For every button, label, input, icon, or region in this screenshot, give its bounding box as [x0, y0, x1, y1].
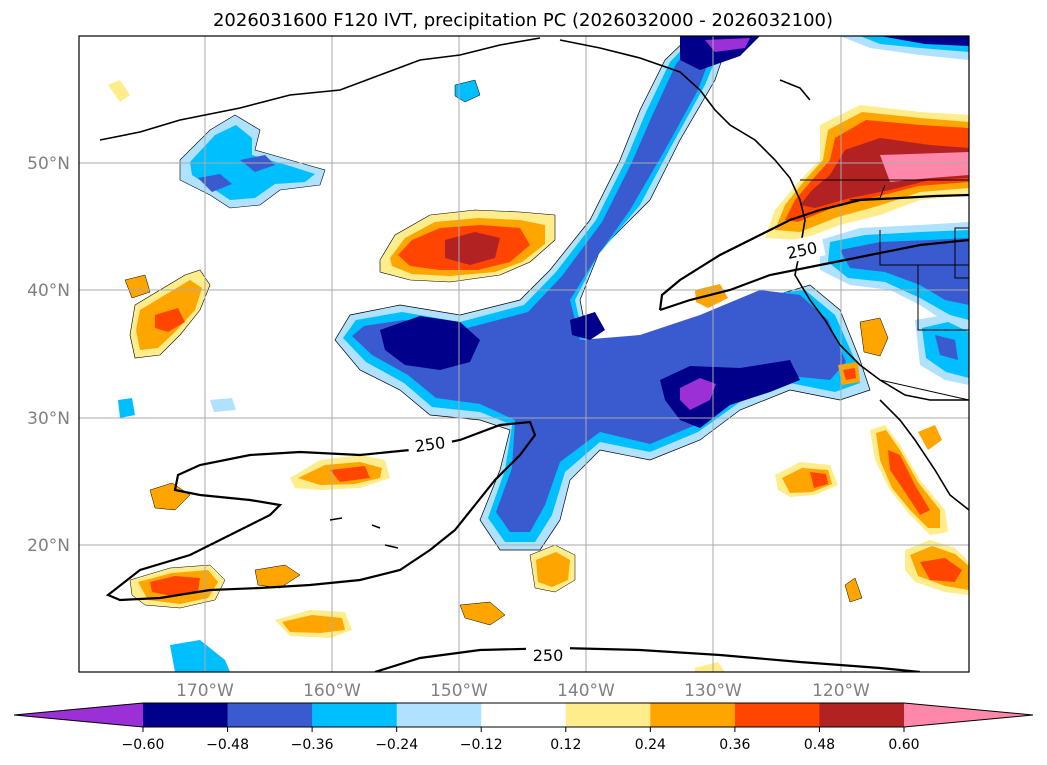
colorbar-tick-label: 0.24 [635, 737, 666, 753]
colorbar-tick-label: 0.48 [804, 737, 835, 753]
positive-anomaly-northeast [765, 105, 969, 240]
map-title: 2026031600 F120 IVT, precipitation PC (2… [213, 10, 833, 31]
longitude-labels: 170°W 160°W 150°W 140°W 130°W 120°W [176, 681, 870, 701]
positive-anomaly-west [108, 80, 211, 359]
colorbar-segment [481, 703, 567, 727]
ivt-contour-central [105, 420, 537, 602]
lon-label-160w: 160°W [303, 681, 361, 701]
negative-anomaly-main-band [334, 36, 871, 551]
colorbar-arrow-low [14, 703, 143, 727]
colorbar-tick-label: −0.60 [122, 737, 165, 753]
coastlines [99, 37, 969, 549]
colorbar-segment [143, 703, 229, 727]
negative-anomaly-south [118, 398, 236, 672]
colorbar-tick-label: 0.12 [550, 737, 581, 753]
colorbar-arrow-high [904, 703, 1033, 727]
colorbar-tick-label: −0.48 [206, 737, 249, 753]
lon-label-140w: 140°W [557, 681, 615, 701]
map-frame [78, 35, 970, 673]
lon-label-120w: 120°W [812, 681, 870, 701]
colorbar-segment [227, 703, 313, 727]
colorbar-tick-label: −0.24 [375, 737, 418, 753]
colorbar-segment [396, 703, 482, 727]
latitude-labels: 50°N 40°N 30°N 20°N [27, 154, 70, 556]
map-gridlines [79, 36, 969, 672]
lon-label-170w: 170°W [176, 681, 234, 701]
colorbar-segment [650, 703, 736, 727]
colorbar-tick-label: 0.60 [888, 737, 919, 753]
ivt-250-contours [105, 193, 969, 672]
lon-label-130w: 130°W [684, 681, 742, 701]
colorbar-segment [312, 703, 398, 727]
colorbar-tick-label: −0.12 [460, 737, 503, 753]
positive-anomaly-baja [695, 284, 969, 595]
lat-label-30n: 30°N [27, 409, 70, 429]
lat-label-20n: 20°N [27, 536, 70, 556]
contour-labels: 250 250 250 [406, 233, 826, 666]
lon-label-150w: 150°W [430, 681, 488, 701]
contour-label-250-south: 250 [533, 646, 564, 665]
colorbar-segment [819, 703, 905, 727]
colorbar-segment [565, 703, 651, 727]
colorbar-tick-label: 0.36 [719, 737, 750, 753]
ivt-contour-south [374, 646, 921, 672]
colorbar-tick-label: −0.36 [291, 737, 334, 753]
colorbar: −0.60 −0.48 −0.36 −0.24 −0.12 0.12 0.24 0.36 0.4… [13, 702, 1034, 753]
ivt-contour-northeast [658, 193, 969, 311]
colorbar-segment [734, 703, 820, 727]
lat-label-50n: 50°N [27, 154, 70, 174]
negative-anomaly-northeast [840, 36, 969, 60]
contour-label-250-central: 250 [414, 433, 447, 456]
lat-label-40n: 40°N [27, 281, 70, 301]
